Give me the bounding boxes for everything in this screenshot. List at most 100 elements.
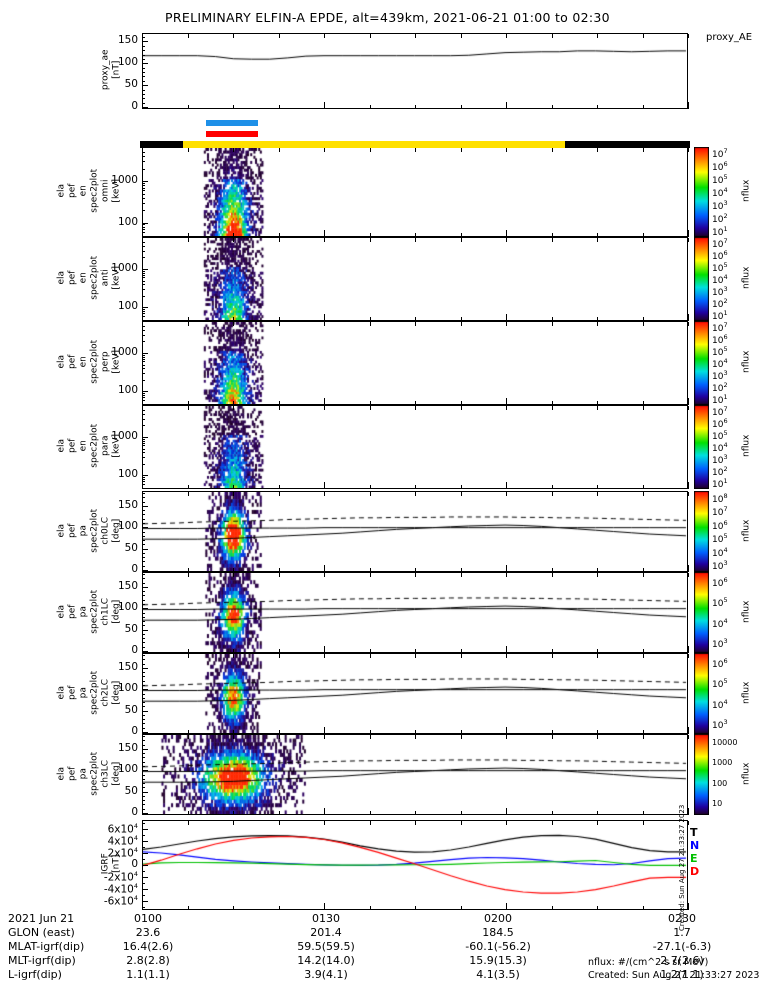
igrf-legend-E: E [690, 852, 698, 865]
xtick-minor [278, 105, 280, 109]
ytick-pa_ch0-100: 100 [117, 520, 138, 533]
bottom-axis-value-0-2: 0200 [484, 912, 512, 925]
xtick-minor [642, 735, 644, 739]
ytick-minor [142, 727, 145, 729]
xtick-minor [642, 34, 644, 38]
ytick-minor [142, 901, 145, 902]
xtick-minor [642, 485, 644, 489]
xtick-minor [142, 735, 143, 739]
ytick-igrf--20000: -2x104 [103, 870, 138, 884]
bottom-axis-label-4: L-igrf(dip) [8, 968, 62, 981]
ytick-minor [142, 329, 145, 331]
xtick-minor [688, 654, 689, 658]
xtick-minor [142, 492, 143, 496]
ytick-en_para-1000: 1000 [111, 429, 138, 442]
xtick-minor [415, 735, 416, 739]
status-bar-segment-0 [140, 141, 183, 148]
xtick-minor [233, 492, 234, 496]
ytick-pa_ch0-0: 0 [131, 563, 138, 575]
xtick-major [688, 808, 689, 815]
xtick-minor [369, 492, 371, 496]
ytick-minor [142, 289, 145, 291]
xtick-major [324, 102, 325, 109]
ytick-minor [142, 651, 145, 652]
xtick-minor [415, 34, 416, 38]
ytick-minor [142, 557, 145, 559]
ytick-en_para-1000-tick [142, 436, 148, 438]
xtick-major [506, 314, 507, 321]
ytick-minor [142, 561, 145, 563]
ytick-proxy-0-tick [142, 107, 148, 108]
ytick-pa_ch2-0: 0 [131, 725, 138, 737]
ytick-igrf-20000: 2x104 [107, 846, 138, 860]
colorbar-tick-en_para-6: 101 [712, 477, 728, 490]
xtick-minor [642, 238, 644, 242]
xtick-minor [642, 821, 644, 825]
xtick-minor [324, 573, 325, 577]
ytick-minor [142, 268, 145, 270]
ytick-pa_ch1-100-tick [142, 608, 148, 610]
ytick-minor [142, 442, 145, 444]
xtick-minor [460, 492, 462, 496]
ytick-minor [142, 719, 145, 721]
colorbar-tick-en_perp-6: 101 [712, 393, 728, 406]
bottom-axis-label-0: 2021 Jun 21 [8, 912, 75, 925]
footer-created: Created: Sun Aug 27 21:33:27 2023 [588, 970, 760, 981]
colorbar-tick-pa_ch2-0: 106 [712, 657, 728, 671]
colorbar-en_omni [694, 147, 709, 237]
xtick-minor [597, 735, 598, 739]
xtick-minor [187, 730, 189, 734]
ytick-minor [142, 829, 145, 830]
xtick-minor [506, 322, 507, 326]
ytick-minor [142, 714, 145, 716]
igrf-legend-N: N [690, 839, 700, 852]
xtick-minor [187, 148, 189, 152]
panel-plot-pa_ch3 [143, 735, 687, 814]
ytick-pa_ch3-150: 150 [117, 741, 138, 754]
bottom-axis-label-3: MLT-igrf(dip) [8, 954, 76, 967]
ytick-minor [142, 552, 145, 554]
xtick-minor [551, 573, 553, 577]
ytick-en_omni-100-tick [142, 222, 148, 224]
xtick-minor [642, 233, 644, 237]
colorbar-tick-en_para-3: 104 [712, 441, 728, 454]
ytick-minor [142, 185, 145, 187]
xtick-major [688, 314, 689, 321]
panel-ylabel-pa_ch3-1: pef [67, 766, 78, 781]
ytick-minor [142, 582, 145, 584]
panel-plot-proxy_ae [143, 34, 687, 108]
colorbar-tick-pa_ch3-0: 10000 [712, 738, 738, 748]
ytick-minor [142, 183, 145, 185]
xtick-major [324, 398, 325, 405]
panel-ylabel-en_perp-1: pef [67, 354, 78, 369]
colorbar-pa_ch1 [694, 572, 709, 653]
colorbar-pa_ch3 [694, 734, 709, 815]
status-bar-segment-1 [182, 141, 565, 148]
xtick-minor [415, 573, 416, 577]
ytick-minor [142, 655, 145, 656]
xtick-minor [551, 485, 553, 489]
xtick-minor [597, 821, 598, 825]
colorbar-tick-pa_ch1-3: 103 [712, 636, 728, 650]
ytick-minor [142, 740, 145, 742]
ytick-minor [142, 505, 145, 507]
panel-plot-igrf [143, 821, 687, 909]
xtick-minor [187, 735, 189, 739]
xtick-major [688, 903, 689, 910]
xtick-minor [324, 322, 325, 326]
xtick-minor [278, 730, 280, 734]
xtick-minor [460, 34, 462, 38]
colorbar-tick-pa_ch1-2: 104 [712, 616, 728, 630]
xtick-minor [369, 238, 371, 242]
ytick-pa_ch2-50: 50 [124, 703, 138, 716]
ytick-minor [142, 270, 145, 272]
xtick-major [688, 482, 689, 489]
ytick-minor [142, 527, 145, 529]
ytick-pa_ch0-150: 150 [117, 498, 138, 511]
ytick-minor [142, 625, 145, 627]
xtick-minor [415, 317, 416, 321]
ytick-pa_ch3-0: 0 [131, 806, 138, 818]
panel-ylabel-en_perp-0: ela [56, 354, 67, 369]
ytick-minor [142, 341, 145, 343]
xtick-major [688, 230, 689, 237]
